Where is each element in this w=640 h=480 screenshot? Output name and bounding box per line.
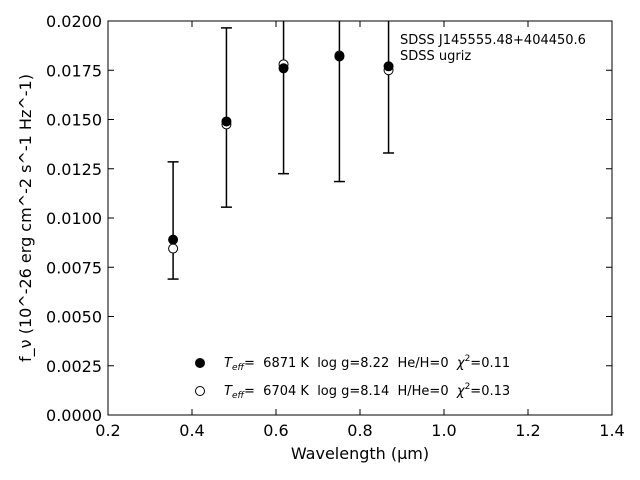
y-tick-label: 0.0125: [46, 160, 102, 179]
y-tick-label: 0.0100: [46, 209, 102, 228]
y-axis-label-group: f_ν (10^-26 erg cm^-2 s^-1 Hz^-1): [16, 74, 36, 362]
legend-entry-2: Teff= 6704 K log g=8.14 H/He=0 χ2=0.13: [224, 382, 510, 401]
data-point-filled: [383, 61, 394, 72]
legend-composition-2: H/He=0: [398, 384, 449, 399]
annotation-star-name: SDSS J145555.48+404450.6: [400, 33, 586, 48]
legend-teff-1: 6871 K: [263, 356, 309, 371]
x-tick-label: 0.2: [95, 421, 120, 440]
y-tick-label: 0.0000: [46, 406, 102, 425]
legend: Teff= 6871 K log g=8.22 He/H=0 χ2=0.11 T…: [195, 354, 510, 401]
legend-marker-filled: [195, 358, 205, 368]
data-point-filled: [168, 234, 179, 245]
x-axis-label: Wavelength (μm): [291, 444, 429, 463]
y-axis-label: f_ν (10^-26 erg cm^-2 s^-1 Hz^-1): [16, 74, 36, 362]
legend-logg-2: log g=8.14: [317, 384, 389, 399]
data-points: [168, 50, 394, 254]
legend-logg-1: log g=8.22: [317, 356, 389, 371]
y-tick-label: 0.0025: [46, 357, 102, 376]
legend-entry-1: Teff= 6871 K log g=8.22 He/H=0 χ2=0.11: [224, 354, 510, 373]
data-point-filled: [334, 51, 345, 62]
data-point-filled: [221, 116, 232, 127]
y-tick-label: 0.0175: [46, 61, 102, 80]
annotation-filter-set: SDSS ugriz: [400, 49, 471, 64]
legend-teff-2: 6704 K: [263, 384, 309, 399]
y-tick-label: 0.0200: [46, 12, 102, 31]
legend-chi2-2: =0.13: [470, 384, 510, 399]
data-point-filled: [278, 63, 289, 74]
x-tick-label: 0.4: [179, 421, 204, 440]
data-point-open: [168, 243, 179, 254]
y-tick-label: 0.0075: [46, 258, 102, 277]
x-tick-label: 1.4: [599, 421, 624, 440]
x-tick-label: 1.0: [431, 421, 456, 440]
legend-chi2-1: =0.11: [470, 356, 510, 371]
x-axis-ticks: 0.2 0.4 0.6 0.8 1.0 1.2 1.4: [95, 21, 625, 440]
y-axis-ticks: 0.0000 0.0025 0.0050 0.0075 0.0100 0.0125 0.01…: [46, 12, 612, 425]
legend-marker-open: [195, 386, 205, 396]
error-bars: [167, 21, 395, 280]
x-tick-label: 0.6: [263, 421, 288, 440]
x-tick-label: 1.2: [515, 421, 540, 440]
y-tick-label: 0.0050: [46, 308, 102, 327]
y-tick-label: 0.0150: [46, 111, 102, 130]
x-tick-label: 0.8: [347, 421, 372, 440]
legend-composition-1: He/H=0: [398, 356, 449, 371]
